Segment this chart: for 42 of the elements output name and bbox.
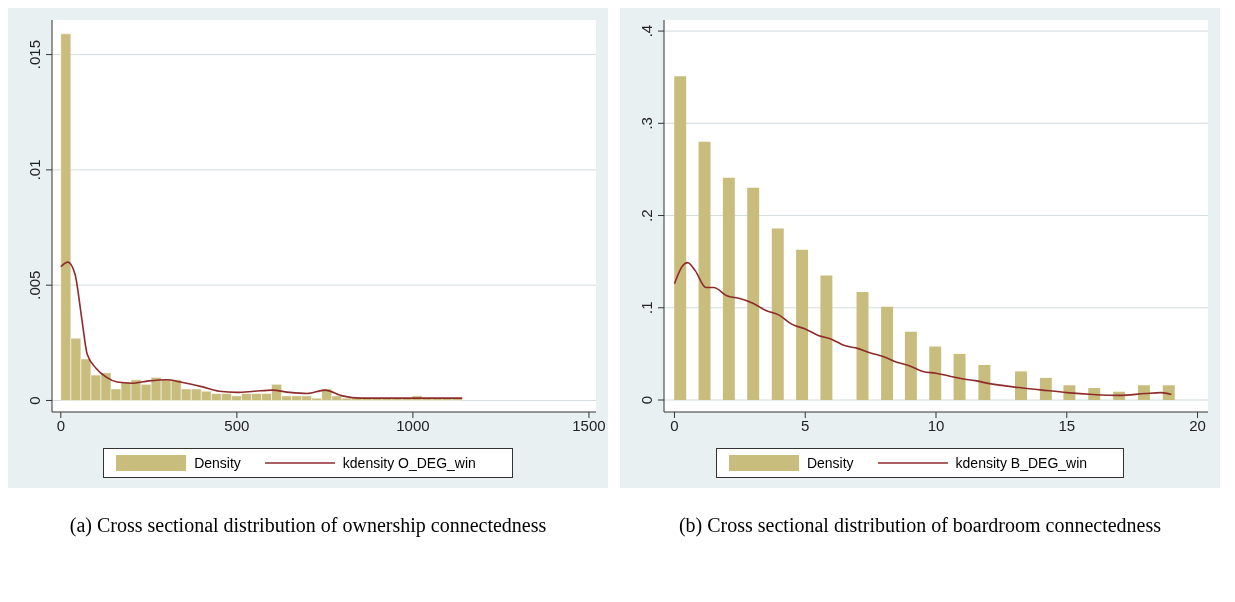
bar [881, 306, 894, 401]
legend-label: Density [194, 455, 241, 471]
x-tick-label: 0 [56, 416, 65, 434]
x-tick-label: 10 [927, 416, 945, 434]
legend-label: Density [806, 455, 854, 471]
y-tick-label: .4 [638, 24, 655, 38]
bar [820, 275, 833, 401]
y-tick-label: 0 [26, 396, 43, 405]
bar [674, 76, 687, 401]
x-tick-label: 1000 [396, 416, 430, 434]
y-tick-label: 0 [638, 395, 655, 405]
bar [953, 353, 966, 401]
bar [978, 364, 991, 401]
y-tick-label: .015 [26, 39, 43, 70]
bar [856, 292, 869, 401]
bar [796, 249, 809, 401]
bar [1015, 371, 1027, 401]
y-tick-label: .01 [26, 159, 43, 181]
legend-label: kdensity O_DEG_win [342, 455, 476, 471]
x-tick-label: 0 [670, 416, 679, 434]
text: (b) Cross sectional distribution of boardroom connectedness [677, 513, 1163, 538]
x-tick-label: 500 [224, 416, 250, 434]
x-tick-label: 15 [1058, 416, 1076, 434]
bar [747, 187, 760, 401]
bar [698, 141, 711, 401]
line-series [60, 261, 463, 399]
x-tick-label: 20 [1189, 416, 1206, 434]
bar [929, 346, 942, 401]
bar [1039, 377, 1052, 401]
y-tick-label: .005 [26, 270, 43, 300]
bar [722, 177, 735, 401]
x-tick-label: 1500 [572, 416, 606, 434]
x-tick-label: 5 [801, 416, 810, 434]
legend-label: kdensity B_DEG_win [955, 455, 1088, 471]
line-series [673, 261, 1173, 397]
bar [904, 331, 917, 401]
text: (a) Cross sectional distribution of ownership connectedness [68, 513, 548, 538]
y-tick-label: .2 [638, 209, 655, 222]
bar [771, 228, 784, 401]
bar [1162, 385, 1175, 401]
y-tick-label: .1 [638, 301, 655, 315]
y-tick-label: .3 [638, 117, 655, 130]
